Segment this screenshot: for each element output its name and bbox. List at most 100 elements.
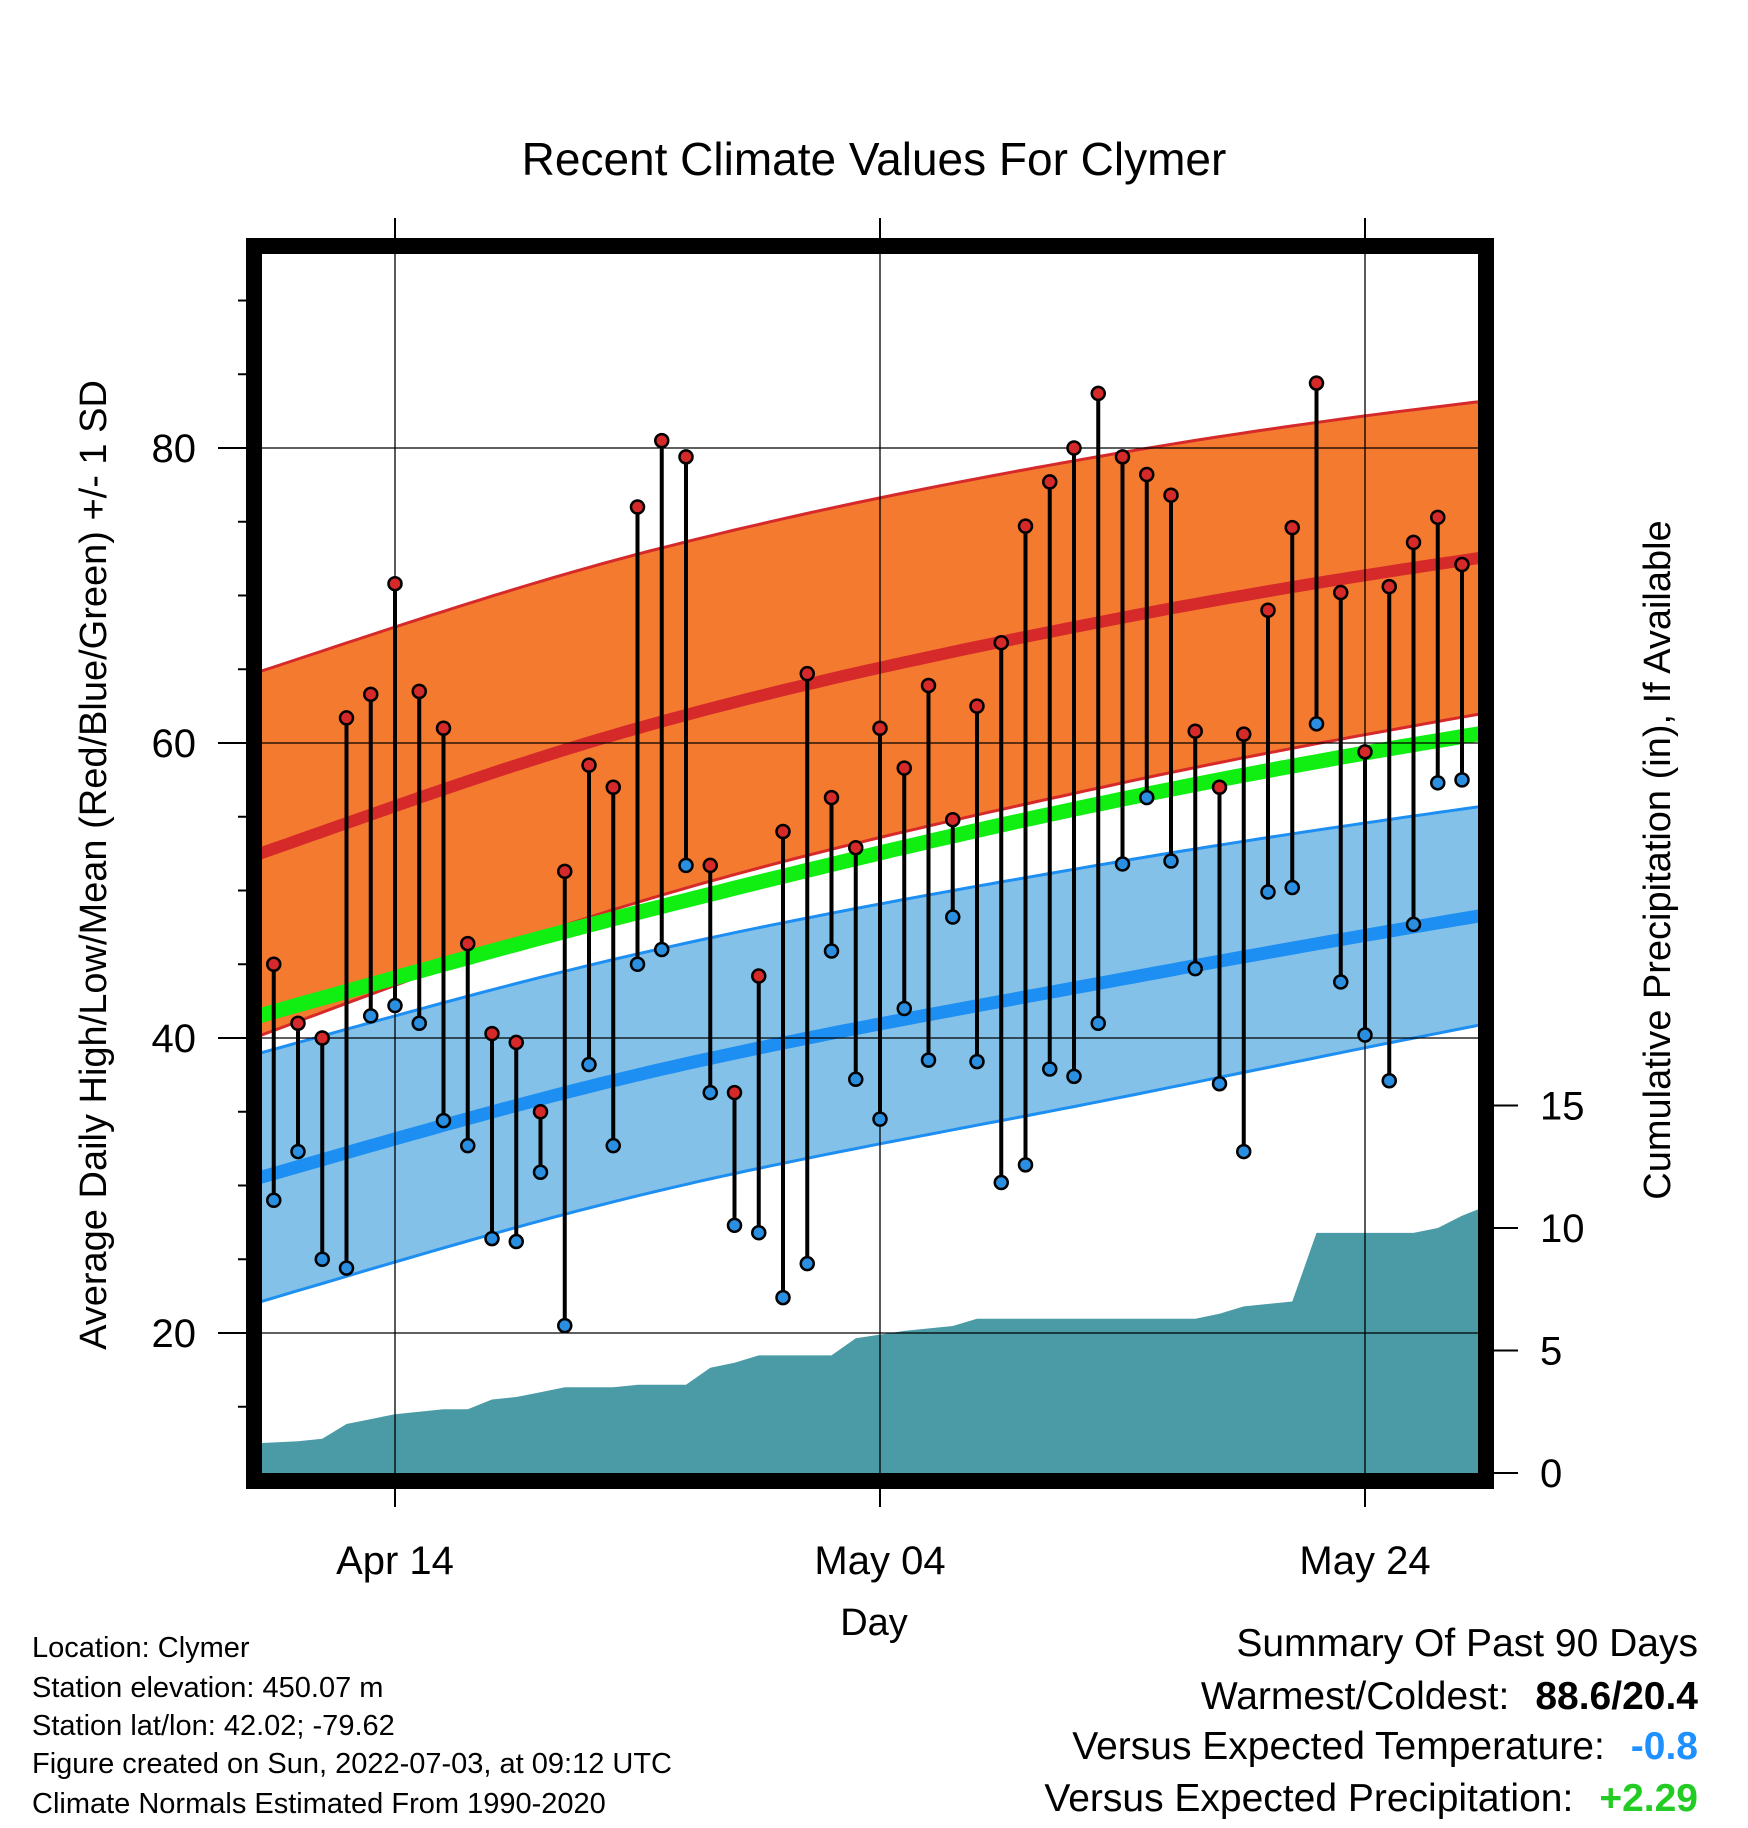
daily-high-point <box>219 776 232 789</box>
x-tick-label: May 24 <box>1299 1539 1430 1583</box>
high-normal-line <box>262 552 1478 860</box>
daily-low-point <box>629 956 646 972</box>
daily-low-point <box>1698 952 1711 965</box>
warm-cold-label: Warmest/Coldest: <box>1200 1675 1510 1718</box>
summary-warm-cold: Warmest/Coldest: 88.6/20.4 <box>1201 1675 1698 1719</box>
daily-high-point <box>266 956 282 972</box>
daily-low-point <box>1114 856 1131 872</box>
precip-tick-label: 10 <box>1540 1207 1585 1251</box>
daily-high-point <box>1405 534 1422 551</box>
daily-low-point <box>1381 1073 1397 1089</box>
daily-high-point <box>387 575 403 592</box>
daily-low-point <box>581 1056 597 1073</box>
daily-low-point <box>920 1052 937 1068</box>
warm-cold-value: 88.6/20.4 <box>1535 1675 1698 1718</box>
daily-high-point <box>1308 375 1325 391</box>
daily-low-point <box>557 1317 573 1334</box>
summary-heading: Summary Of Past 90 Days <box>1236 1622 1698 1665</box>
daily-low-point <box>654 941 670 958</box>
x-tick-label: May 04 <box>814 1539 945 1583</box>
daily-low-point <box>1211 1075 1228 1092</box>
daily-low-point <box>678 857 694 874</box>
precip-area <box>262 1209 1478 1473</box>
daily-high-point <box>896 760 912 776</box>
daily-high-point <box>678 449 694 465</box>
x-axis-title: Day <box>840 1602 908 1644</box>
low-normal-line <box>262 909 1478 1184</box>
daily-low-point <box>1601 970 1614 983</box>
daily-high-point <box>1381 578 1397 595</box>
latlon-note: Station lat/lon: 42.02; -79.62 <box>32 1710 395 1742</box>
daily-high-point <box>1236 726 1252 742</box>
daily-low-point <box>1236 1143 1252 1160</box>
daily-high-point <box>654 432 670 449</box>
daily-low-point <box>1284 879 1300 896</box>
precip-label: Versus Expected Precipitation: <box>1044 1777 1574 1820</box>
daily-high-point <box>969 698 985 714</box>
high-sd-band-upper-edge <box>262 400 1478 673</box>
daily-low-point <box>799 1255 815 1272</box>
daily-low-point <box>338 1260 355 1276</box>
daily-high-point <box>1504 502 1517 515</box>
daily-low-point <box>896 1000 912 1017</box>
daily-low-point <box>1528 869 1541 882</box>
plot-frame <box>246 238 1494 1489</box>
created-note: Figure created on Sun, 2022-07-03, at 09… <box>32 1748 672 1780</box>
daily-low-point <box>1066 1068 1082 1085</box>
daily-high-point <box>557 863 573 880</box>
daily-high-point <box>751 968 767 984</box>
daily-high-point <box>702 857 718 874</box>
daily-low-point <box>1042 1061 1058 1077</box>
daily-low-point <box>823 943 840 959</box>
daily-low-point <box>848 1071 864 1088</box>
daily-low-point <box>1139 789 1155 806</box>
daily-high-point <box>1553 397 1566 410</box>
daily-low-point <box>1017 1157 1034 1173</box>
daily-low-point <box>1260 884 1276 900</box>
daily-low-point <box>1405 916 1422 933</box>
daily-high-point <box>290 1015 306 1031</box>
daily-low-point <box>363 1008 379 1024</box>
daily-high-point <box>1090 385 1106 402</box>
precip-value: +2.29 <box>1599 1777 1698 1820</box>
daily-high-point <box>1577 402 1590 415</box>
daily-high-point <box>1066 440 1082 456</box>
daily-low-point <box>1163 853 1179 869</box>
daily-high-point <box>1139 466 1155 483</box>
daily-high-point <box>945 811 961 828</box>
y-axis-title-left: Average Daily High/Low/Mean (Red/Blue/Gr… <box>73 380 115 1350</box>
daily-high-point <box>605 779 621 795</box>
daily-low-point <box>532 1164 549 1180</box>
daily-high-point <box>170 980 183 993</box>
daily-low-point <box>1308 716 1325 732</box>
daily-low-point <box>1722 914 1735 927</box>
daily-low-point <box>775 1289 791 1306</box>
daily-high-point <box>508 1034 524 1051</box>
daily-low-point <box>751 1224 767 1241</box>
daily-high-point <box>993 634 1009 651</box>
daily-high-point <box>726 1084 743 1101</box>
daily-high-point <box>1260 602 1276 618</box>
daily-high-point <box>338 710 355 726</box>
daily-high-point <box>460 935 476 952</box>
daily-low-point <box>1553 791 1566 804</box>
daily-low-point <box>1430 775 1446 791</box>
daily-low-point <box>411 1015 427 1031</box>
low-sd-band-lower-edge <box>262 1023 1478 1303</box>
mean-normal-line <box>262 726 1478 1023</box>
y-tick-label: 80 <box>152 427 197 471</box>
daily-low-point <box>1357 1027 1373 1043</box>
daily-high-point <box>195 710 208 723</box>
daily-low-point <box>945 909 961 925</box>
daily-high-point <box>1333 584 1349 601</box>
daily-high-point <box>1163 487 1179 503</box>
daily-low-point <box>702 1084 718 1101</box>
precip-tick-label: 0 <box>1540 1452 1562 1496</box>
daily-low-point <box>484 1230 500 1247</box>
daily-low-point <box>1577 766 1590 779</box>
daily-high-point <box>629 499 646 515</box>
daily-high-point <box>1454 556 1470 573</box>
daily-low-point <box>290 1143 306 1160</box>
